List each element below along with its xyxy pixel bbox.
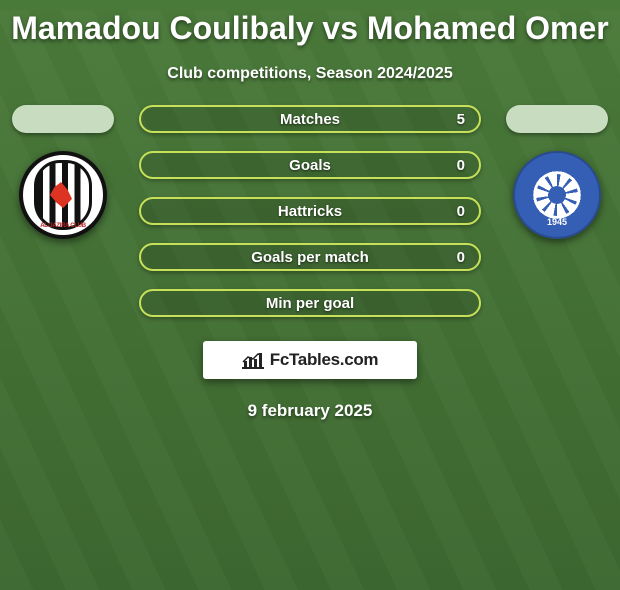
bar-chart-icon — [242, 351, 264, 369]
flag-pill-left — [12, 105, 114, 133]
brand-name: FcTables.com — [270, 350, 379, 370]
page-title: Mamadou Coulibaly vs Mohamed Omer — [0, 10, 620, 47]
stat-row-matches: Matches 5 — [139, 105, 481, 133]
crest-label-right: 1945 — [547, 217, 567, 227]
club-crest-al-jazira: AL-JAZIRA CLUB — [19, 151, 107, 239]
stat-right-value: 0 — [457, 249, 465, 266]
player-right-column: 1945 — [502, 105, 612, 239]
stat-row-hattricks: Hattricks 0 — [139, 197, 481, 225]
stat-label: Min per goal — [266, 295, 354, 312]
stat-right-value: 0 — [457, 203, 465, 220]
brand-badge[interactable]: FcTables.com — [203, 341, 417, 379]
stat-label: Goals per match — [251, 249, 369, 266]
subtitle: Club competitions, Season 2024/2025 — [0, 65, 620, 83]
stat-row-min-per-goal: Min per goal — [139, 289, 481, 317]
stat-row-goals-per-match: Goals per match 0 — [139, 243, 481, 271]
stat-label: Hattricks — [278, 203, 342, 220]
stat-right-value: 0 — [457, 157, 465, 174]
stat-label: Matches — [280, 111, 340, 128]
club-crest-al-nasr: 1945 — [513, 151, 601, 239]
date-label: 9 february 2025 — [0, 401, 620, 421]
crest-label-left: AL-JAZIRA CLUB — [40, 223, 86, 229]
stat-label: Goals — [289, 157, 331, 174]
stat-row-goals: Goals 0 — [139, 151, 481, 179]
stat-right-value: 5 — [457, 111, 465, 128]
flag-pill-right — [506, 105, 608, 133]
player-left-column: AL-JAZIRA CLUB — [8, 105, 118, 239]
